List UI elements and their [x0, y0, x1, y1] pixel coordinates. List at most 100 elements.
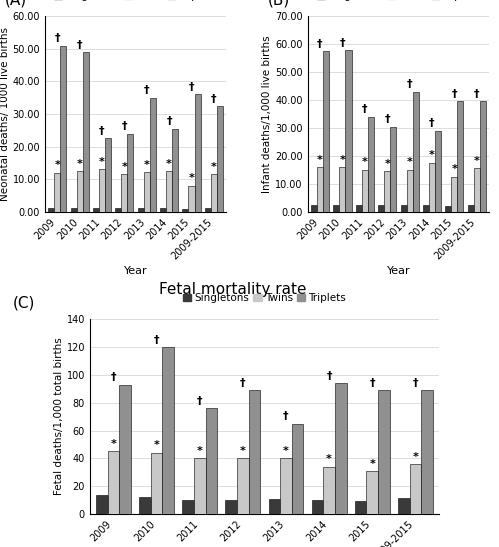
Bar [323, 51, 329, 212]
Bar [323, 467, 335, 514]
Bar [119, 385, 131, 514]
Bar [83, 52, 89, 212]
Bar [398, 498, 410, 514]
Text: (A): (A) [5, 0, 27, 8]
Bar [206, 408, 217, 514]
Legend: Singletons, Twins, Triplets: Singletons, Twins, Triplets [49, 0, 222, 5]
Bar [205, 208, 211, 212]
Bar [160, 208, 166, 212]
Bar [189, 185, 195, 212]
Text: †: † [111, 372, 116, 382]
Bar [172, 129, 178, 212]
Bar [378, 205, 384, 212]
Bar [151, 453, 163, 514]
Text: †: † [317, 39, 323, 49]
Text: *: * [121, 162, 127, 172]
Text: *: * [166, 159, 172, 168]
Bar [421, 390, 433, 514]
Text: †: † [240, 378, 246, 388]
X-axis label: Year: Year [387, 266, 410, 276]
Legend: Singletons, Twins, Triplets: Singletons, Twins, Triplets [312, 0, 485, 5]
Text: †: † [211, 94, 217, 103]
Bar [451, 177, 458, 212]
Bar [368, 117, 374, 212]
Bar [217, 106, 223, 212]
Text: *: * [339, 155, 345, 165]
Text: *: * [189, 173, 195, 183]
Text: Fetal mortality rate: Fetal mortality rate [159, 282, 306, 297]
X-axis label: Year: Year [124, 266, 147, 276]
Bar [474, 168, 480, 212]
Text: *: * [99, 157, 105, 167]
Text: *: * [369, 458, 375, 469]
Bar [423, 205, 429, 212]
Bar [345, 50, 351, 212]
Bar [407, 170, 413, 212]
Bar [48, 208, 54, 212]
Bar [127, 133, 133, 212]
Bar [139, 497, 151, 514]
Bar [70, 208, 76, 212]
Bar [468, 205, 474, 212]
Bar [194, 458, 206, 514]
Text: †: † [166, 117, 172, 126]
Text: †: † [474, 89, 480, 99]
Text: †: † [429, 118, 435, 129]
Bar [445, 206, 451, 212]
Bar [292, 423, 303, 514]
Bar [335, 383, 347, 514]
Text: †: † [122, 121, 127, 131]
Bar [54, 172, 60, 212]
Text: *: * [54, 160, 60, 170]
Bar [280, 458, 292, 514]
Text: *: * [197, 446, 203, 456]
Bar [93, 208, 99, 212]
Text: †: † [77, 40, 82, 50]
Bar [333, 205, 339, 212]
Bar [144, 172, 150, 212]
Text: (B): (B) [268, 0, 290, 8]
Bar [182, 499, 194, 514]
Text: *: * [154, 440, 160, 451]
Text: †: † [99, 126, 105, 136]
Text: †: † [362, 104, 368, 114]
Text: *: * [77, 159, 82, 168]
Bar [339, 167, 345, 212]
Text: *: * [326, 455, 332, 464]
Text: †: † [54, 33, 60, 43]
Bar [249, 390, 260, 514]
Text: *: * [429, 150, 435, 160]
Bar [108, 451, 119, 514]
Bar [366, 471, 378, 514]
Bar [211, 174, 217, 212]
Text: †: † [413, 378, 418, 388]
Bar [166, 171, 172, 212]
Bar [378, 390, 390, 514]
Bar [150, 98, 156, 212]
Text: *: * [413, 452, 418, 462]
Text: *: * [211, 162, 217, 172]
Bar [384, 171, 390, 212]
Text: *: * [240, 446, 246, 456]
Text: †: † [326, 371, 332, 381]
Bar [435, 131, 441, 212]
Bar [401, 205, 407, 212]
Bar [410, 464, 421, 514]
Text: †: † [369, 378, 375, 388]
Text: *: * [111, 439, 116, 449]
Bar [362, 170, 368, 212]
Bar [355, 501, 366, 514]
Bar [226, 499, 237, 514]
Text: †: † [384, 114, 390, 124]
Bar [115, 208, 121, 212]
Bar [390, 126, 396, 212]
Text: (C): (C) [13, 295, 35, 311]
Bar [312, 501, 323, 514]
Text: *: * [317, 155, 323, 165]
Bar [163, 347, 174, 514]
Text: †: † [283, 411, 289, 421]
Text: *: * [407, 158, 413, 167]
Bar [105, 138, 111, 212]
Text: *: * [283, 446, 289, 456]
Text: †: † [197, 396, 203, 406]
